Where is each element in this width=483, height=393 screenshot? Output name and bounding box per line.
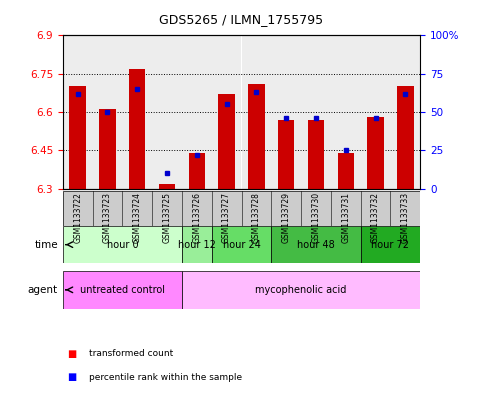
Bar — [182, 271, 420, 309]
Bar — [331, 35, 361, 189]
Bar — [129, 68, 145, 189]
Bar — [63, 35, 93, 189]
Bar — [308, 119, 324, 189]
Text: hour 0: hour 0 — [107, 240, 138, 250]
Text: mycophenolic acid: mycophenolic acid — [256, 285, 347, 295]
Text: hour 72: hour 72 — [371, 240, 410, 250]
Bar — [122, 35, 152, 189]
Bar — [63, 226, 182, 263]
Text: GSM1133729: GSM1133729 — [282, 192, 291, 243]
Bar — [182, 226, 212, 263]
Text: GSM1133733: GSM1133733 — [401, 192, 410, 244]
Bar — [301, 35, 331, 189]
Bar — [361, 35, 390, 189]
Text: GSM1133725: GSM1133725 — [163, 192, 171, 243]
Bar — [189, 153, 205, 189]
Bar — [212, 226, 271, 263]
Bar — [361, 226, 420, 263]
Text: GSM1133722: GSM1133722 — [73, 192, 82, 243]
Text: GDS5265 / ILMN_1755795: GDS5265 / ILMN_1755795 — [159, 13, 324, 26]
Text: ■: ■ — [68, 372, 77, 382]
Bar — [159, 184, 175, 189]
Bar — [152, 35, 182, 189]
Text: GSM1133728: GSM1133728 — [252, 192, 261, 243]
Text: ■: ■ — [68, 349, 77, 359]
Bar — [218, 94, 235, 189]
Text: hour 48: hour 48 — [297, 240, 335, 250]
Bar — [93, 35, 122, 189]
Text: hour 12: hour 12 — [178, 240, 216, 250]
Bar — [397, 86, 413, 189]
Bar — [99, 109, 115, 189]
Bar — [368, 117, 384, 189]
Text: hour 24: hour 24 — [223, 240, 260, 250]
Bar — [271, 35, 301, 189]
Text: untreated control: untreated control — [80, 285, 165, 295]
Bar — [242, 35, 271, 189]
Text: GSM1133731: GSM1133731 — [341, 192, 350, 243]
Bar — [390, 35, 420, 189]
Text: percentile rank within the sample: percentile rank within the sample — [89, 373, 242, 382]
Bar — [278, 119, 294, 189]
Bar — [212, 35, 242, 189]
Text: GSM1133723: GSM1133723 — [103, 192, 112, 243]
Text: GSM1133727: GSM1133727 — [222, 192, 231, 243]
Text: transformed count: transformed count — [89, 349, 173, 358]
Bar — [338, 153, 354, 189]
Text: GSM1133724: GSM1133724 — [133, 192, 142, 243]
Text: GSM1133732: GSM1133732 — [371, 192, 380, 243]
Bar — [70, 86, 86, 189]
Bar — [63, 271, 182, 309]
Text: GSM1133726: GSM1133726 — [192, 192, 201, 243]
Bar — [248, 84, 265, 189]
Text: agent: agent — [28, 285, 58, 295]
Bar — [271, 226, 361, 263]
Bar — [182, 35, 212, 189]
Text: time: time — [34, 240, 58, 250]
Text: GSM1133730: GSM1133730 — [312, 192, 320, 244]
